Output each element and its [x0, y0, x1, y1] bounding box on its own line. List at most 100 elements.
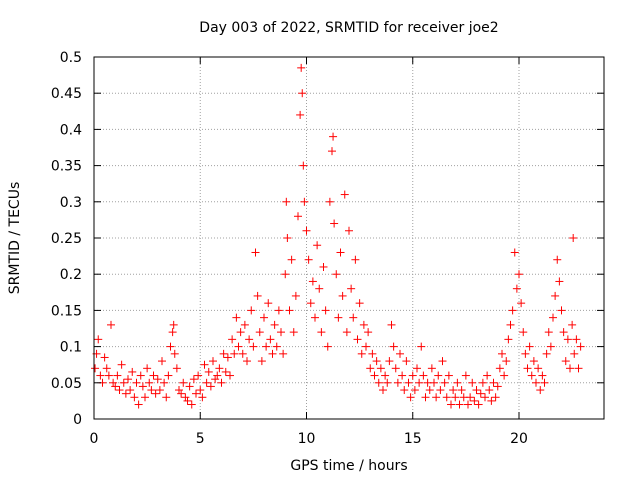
data-point	[183, 396, 192, 405]
data-point	[425, 386, 434, 395]
data-point	[540, 378, 549, 387]
data-point	[330, 219, 339, 228]
data-point	[345, 226, 353, 235]
data-point	[141, 393, 149, 402]
data-point	[342, 328, 351, 337]
data-point	[534, 364, 543, 373]
y-tick-label: 0.15	[51, 303, 82, 319]
x-tick-label: 20	[510, 431, 528, 447]
data-point	[226, 371, 234, 380]
data-point	[257, 357, 266, 366]
data-point	[527, 371, 536, 380]
data-point	[121, 389, 130, 398]
data-point	[223, 353, 232, 362]
y-tick-label: 0.1	[60, 340, 82, 356]
data-point	[294, 212, 302, 221]
data-point	[287, 255, 296, 264]
data-point	[455, 400, 464, 409]
data-point	[398, 371, 407, 380]
data-point	[563, 335, 572, 344]
data-point	[449, 386, 458, 395]
data-point	[299, 161, 308, 170]
data-point	[162, 393, 171, 402]
data-point	[355, 299, 364, 308]
data-point	[570, 349, 579, 358]
data-point	[383, 378, 392, 387]
data-point	[187, 400, 196, 409]
data-point	[91, 364, 100, 373]
data-point	[96, 371, 105, 380]
data-point	[381, 371, 390, 380]
data-point	[136, 371, 145, 380]
data-point	[413, 364, 421, 373]
data-point	[138, 382, 147, 391]
data-point	[128, 367, 137, 376]
data-point	[468, 378, 477, 387]
data-point	[476, 389, 485, 398]
data-point	[495, 364, 504, 373]
data-point	[557, 306, 566, 315]
data-point	[313, 241, 322, 250]
x-tick-label: 5	[196, 431, 205, 447]
data-point	[308, 277, 317, 286]
data-point	[523, 364, 532, 373]
y-tick-label: 0.25	[51, 231, 82, 247]
data-point	[100, 353, 109, 362]
data-point	[236, 328, 245, 337]
data-point	[489, 378, 498, 387]
y-tick-label: 0.4	[60, 122, 82, 138]
data-point	[385, 357, 394, 366]
data-point	[221, 367, 230, 376]
data-point	[175, 386, 183, 395]
data-point	[408, 371, 417, 380]
data-point	[432, 393, 441, 402]
data-point	[483, 371, 492, 380]
data-point	[430, 378, 438, 387]
data-point	[211, 375, 220, 384]
data-point	[334, 313, 343, 322]
data-points	[91, 63, 585, 409]
data-point	[172, 364, 181, 373]
data-point	[372, 357, 381, 366]
data-point	[402, 357, 411, 366]
data-point	[132, 378, 141, 387]
data-point	[319, 262, 328, 271]
data-point	[274, 306, 283, 315]
data-point	[376, 364, 385, 373]
data-point	[281, 270, 290, 279]
data-point	[277, 328, 285, 337]
data-point	[249, 342, 258, 351]
data-point	[336, 248, 345, 257]
data-point	[270, 320, 279, 329]
data-point	[158, 357, 166, 366]
data-point	[238, 349, 247, 358]
data-point	[298, 89, 307, 98]
data-point	[149, 371, 158, 380]
data-point	[206, 382, 215, 391]
data-point	[438, 357, 447, 366]
data-point	[512, 284, 521, 293]
data-point	[253, 291, 262, 300]
data-point	[538, 371, 547, 380]
data-point	[525, 342, 534, 351]
data-point	[487, 396, 496, 405]
data-point	[521, 349, 530, 358]
data-point	[232, 313, 241, 322]
data-point	[306, 299, 315, 308]
data-point	[283, 234, 292, 242]
x-tick-label: 10	[298, 431, 316, 447]
data-point	[566, 364, 574, 373]
data-point	[542, 349, 551, 358]
data-point	[219, 349, 228, 358]
data-point	[478, 378, 487, 387]
data-point	[192, 389, 200, 398]
data-point	[228, 335, 237, 344]
data-point	[374, 378, 383, 387]
data-point	[147, 386, 156, 395]
data-point	[245, 335, 254, 344]
data-point	[561, 357, 570, 366]
data-point	[544, 328, 553, 337]
data-point	[282, 197, 291, 206]
data-point	[464, 400, 472, 409]
data-point	[213, 371, 222, 380]
